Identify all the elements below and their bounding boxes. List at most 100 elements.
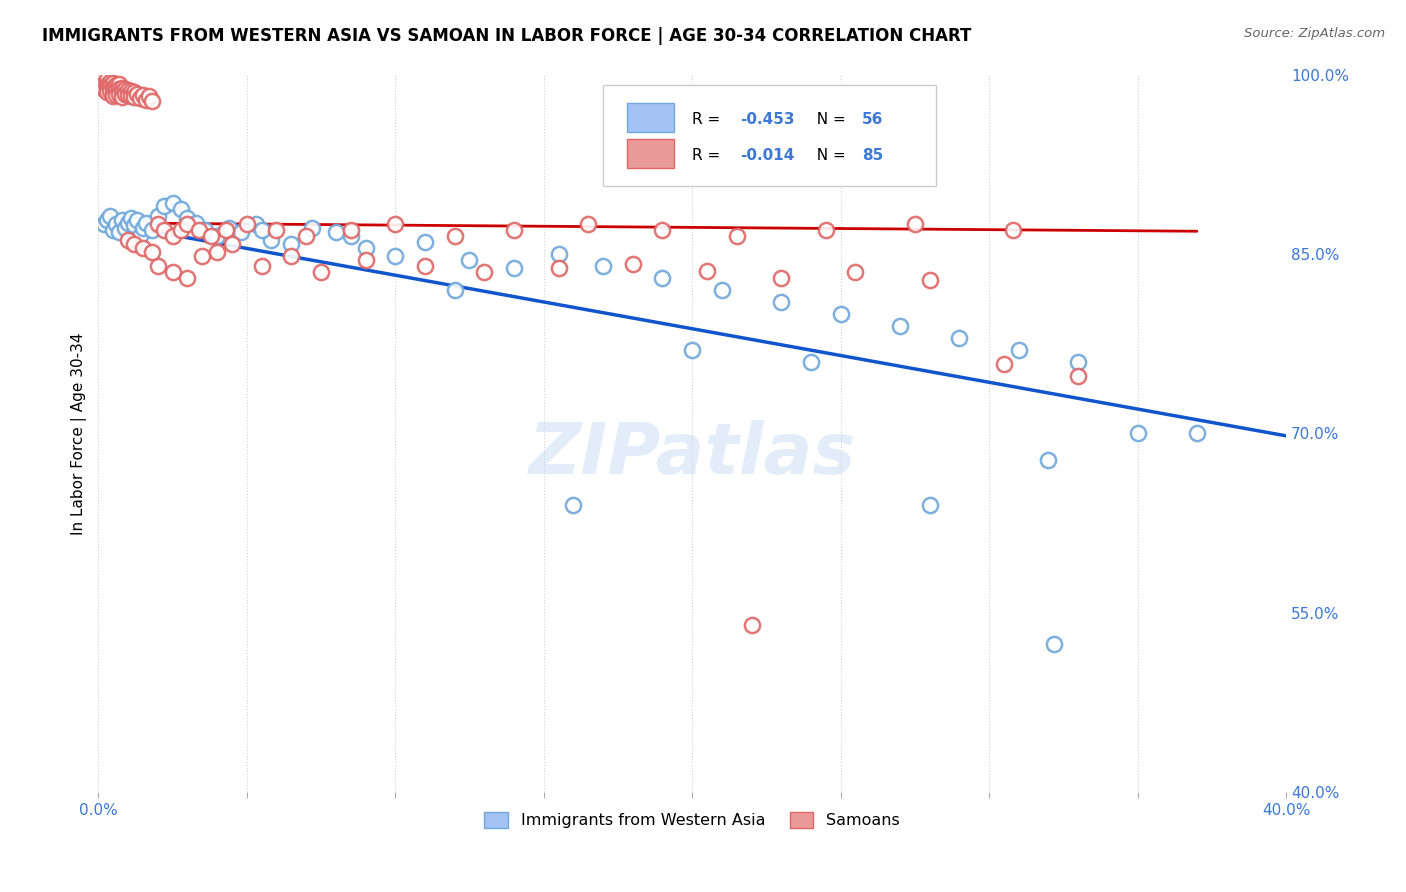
Point: [280, 237, 302, 252]
Point: [108, 226, 131, 240]
Text: N =: N =: [807, 112, 851, 128]
Text: R =: R =: [692, 148, 725, 163]
Point: [413, 235, 436, 249]
Point: [162, 195, 184, 210]
Point: [138, 89, 160, 103]
Point: [170, 202, 193, 216]
Point: [194, 223, 217, 237]
Point: [458, 252, 481, 267]
Point: [191, 249, 214, 263]
Point: [472, 265, 495, 279]
Y-axis label: In Labor Force | Age 30-34: In Labor Force | Age 30-34: [72, 332, 87, 534]
Point: [236, 217, 259, 231]
Point: [993, 357, 1015, 371]
Point: [681, 343, 703, 357]
Point: [90, 73, 112, 87]
Point: [800, 354, 823, 368]
Point: [114, 87, 136, 101]
Point: [205, 244, 228, 259]
Point: [152, 223, 174, 237]
Point: [1043, 637, 1066, 651]
Point: [918, 273, 941, 287]
Point: [135, 93, 157, 107]
Legend: Immigrants from Western Asia, Samoans: Immigrants from Western Asia, Samoans: [478, 805, 907, 835]
Point: [93, 70, 115, 84]
Point: [339, 229, 361, 244]
Point: [266, 223, 288, 237]
Point: [96, 86, 118, 100]
Point: [176, 217, 198, 231]
Point: [384, 249, 406, 263]
Point: [309, 265, 332, 279]
FancyBboxPatch shape: [627, 139, 675, 168]
Text: ZIPatlas: ZIPatlas: [529, 420, 856, 490]
Point: [98, 209, 121, 223]
Point: [93, 217, 115, 231]
Point: [221, 237, 243, 252]
Point: [250, 223, 273, 237]
Point: [547, 247, 569, 261]
Point: [93, 82, 115, 96]
Point: [108, 87, 131, 101]
Point: [1038, 452, 1060, 467]
Point: [725, 229, 748, 244]
Point: [98, 84, 121, 98]
Point: [547, 261, 569, 276]
Text: R =: R =: [692, 112, 725, 128]
Point: [229, 226, 252, 240]
Point: [948, 331, 970, 345]
Text: 85: 85: [862, 148, 883, 163]
Point: [105, 78, 128, 93]
Point: [129, 91, 152, 105]
Point: [125, 213, 148, 227]
Point: [205, 229, 228, 244]
Point: [103, 80, 125, 95]
Point: [354, 241, 377, 255]
Point: [918, 498, 941, 512]
Point: [111, 90, 134, 104]
Point: [280, 249, 302, 263]
Point: [814, 223, 837, 237]
Point: [129, 229, 152, 244]
Point: [120, 84, 142, 98]
Point: [125, 87, 148, 101]
Point: [111, 86, 134, 100]
Point: [1185, 426, 1208, 441]
Point: [120, 89, 142, 103]
Point: [259, 233, 281, 247]
Point: [250, 259, 273, 273]
Point: [108, 82, 131, 96]
Point: [162, 229, 184, 244]
Point: [1067, 354, 1090, 368]
Point: [245, 217, 267, 231]
Point: [443, 229, 465, 244]
Point: [170, 223, 193, 237]
Text: Source: ZipAtlas.com: Source: ZipAtlas.com: [1244, 27, 1385, 40]
Point: [844, 265, 866, 279]
Point: [132, 87, 155, 102]
Point: [215, 223, 238, 237]
Point: [562, 498, 585, 512]
Point: [162, 265, 184, 279]
Point: [339, 223, 361, 237]
Point: [114, 220, 136, 235]
Point: [122, 86, 145, 100]
Point: [132, 241, 155, 255]
Text: -0.014: -0.014: [740, 148, 794, 163]
Point: [889, 318, 911, 333]
Point: [98, 79, 121, 94]
Point: [122, 219, 145, 233]
Point: [90, 70, 112, 84]
Point: [696, 263, 718, 277]
Point: [384, 217, 406, 231]
Point: [98, 75, 121, 89]
Point: [122, 237, 145, 252]
Point: [176, 271, 198, 285]
Point: [576, 217, 599, 231]
Point: [503, 261, 526, 276]
Point: [176, 211, 198, 225]
Point: [152, 199, 174, 213]
Point: [443, 283, 465, 297]
Point: [96, 213, 118, 227]
Point: [105, 83, 128, 97]
